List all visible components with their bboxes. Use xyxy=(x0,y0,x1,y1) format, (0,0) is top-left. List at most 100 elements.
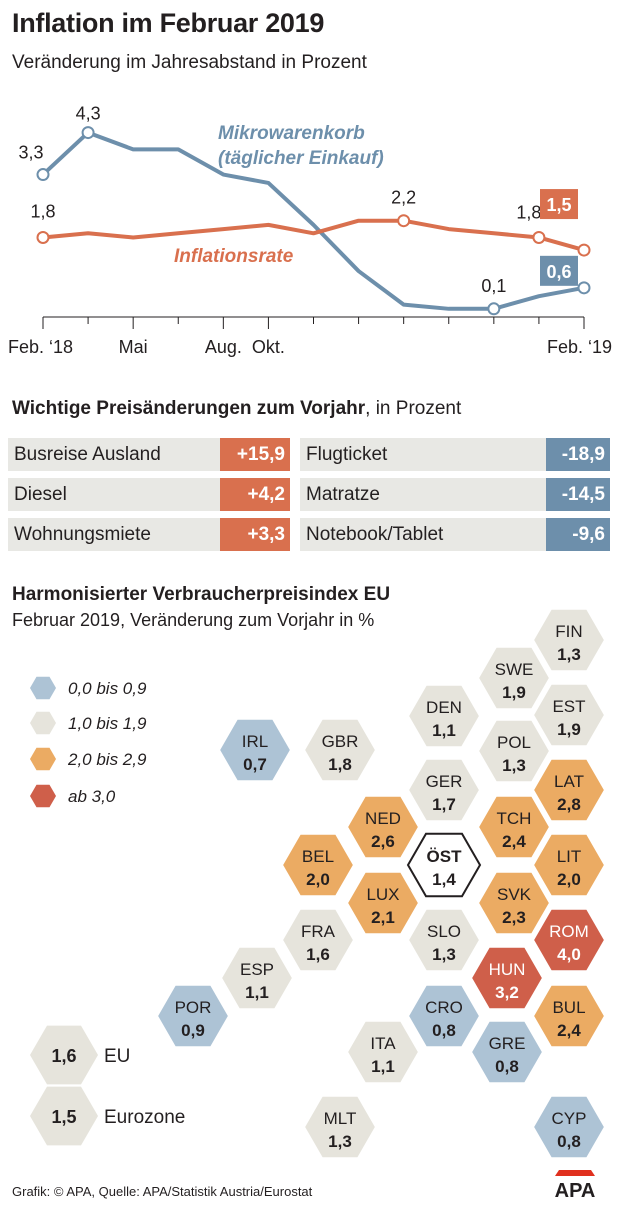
x-tick-label: Mai xyxy=(119,337,148,357)
country-value: 1,7 xyxy=(432,795,456,814)
series-line xyxy=(42,218,585,252)
country-hex xyxy=(155,983,231,1049)
country-hex xyxy=(531,757,607,823)
legend-label: 0,0 bis 0,9 xyxy=(68,679,147,698)
data-label: 1,5 xyxy=(546,195,571,215)
x-tick-label: Feb. ‘18 xyxy=(8,337,73,357)
country-value: 0,8 xyxy=(495,1057,519,1076)
data-label: 0,6 xyxy=(546,262,571,282)
country-value: 1,3 xyxy=(502,756,526,775)
country-hex xyxy=(469,945,545,1011)
country-code: MLT xyxy=(324,1109,357,1128)
country-hex xyxy=(531,1094,607,1160)
aggregate-label: EU xyxy=(104,1046,130,1067)
country-value: 1,1 xyxy=(371,1057,395,1076)
data-label: 3,3 xyxy=(18,143,43,163)
country-hex xyxy=(406,832,482,898)
country-hex xyxy=(476,718,552,784)
country-value: 2,1 xyxy=(371,908,395,927)
country-value: 1,3 xyxy=(432,945,456,964)
aggregate-hex xyxy=(30,1086,98,1146)
series-label: (täglicher Einkauf) xyxy=(218,148,384,169)
country-hex xyxy=(406,683,482,749)
country-hex xyxy=(302,717,378,783)
country-code: CYP xyxy=(552,1109,587,1128)
source-footer: Grafik: © APA, Quelle: APA/Statistik Aus… xyxy=(12,1184,313,1199)
country-value: 1,4 xyxy=(432,870,456,889)
data-label: 1,8 xyxy=(516,202,541,222)
price-value-down: -18,9 xyxy=(546,438,610,471)
country-value: 0,9 xyxy=(181,1021,205,1040)
country-value: 2,4 xyxy=(557,1021,581,1040)
eu-hex-map: FIN 1,3 SWE 1,9 EST 1,9 DEN 1,1 POL 1,3 IRL 0,7 GBR 1… xyxy=(30,607,607,1160)
data-point xyxy=(36,230,50,244)
price-label: Matratze xyxy=(300,478,546,511)
price-value-down: -14,5 xyxy=(546,478,610,511)
country-hex xyxy=(476,870,552,936)
price-row: Busreise Ausland +15,9 Flugticket -18,9 xyxy=(8,438,612,471)
country-code: GER xyxy=(426,772,463,791)
country-hex xyxy=(406,983,482,1049)
prices-title: Wichtige Preisänderungen zum Vorjahr, in… xyxy=(12,398,462,419)
data-point xyxy=(36,168,50,182)
country-value: 2,4 xyxy=(502,832,526,851)
country-hex xyxy=(280,907,356,973)
x-tick-label: Aug. xyxy=(205,337,242,357)
country-hex xyxy=(531,983,607,1049)
aggregate-label: Eurozone xyxy=(104,1107,185,1128)
series-label: Inflationsrate xyxy=(174,246,294,267)
country-hex xyxy=(531,607,607,673)
country-value: 1,8 xyxy=(328,755,352,774)
hicp-title: Harmonisierter Verbraucherpreisindex EU xyxy=(12,584,391,605)
price-row: Wohnungsmiete +3,3 Notebook/Tablet -9,6 xyxy=(8,518,612,551)
country-hex xyxy=(302,1094,378,1160)
data-label: 1,8 xyxy=(30,201,55,221)
country-code: LIT xyxy=(557,847,582,866)
data-label: 2,2 xyxy=(391,188,416,208)
country-hex xyxy=(219,945,295,1011)
page-subtitle: Veränderung im Jahresabstand in Prozent xyxy=(12,52,367,73)
country-hex xyxy=(469,1019,545,1085)
country-code: SWE xyxy=(495,660,534,679)
aggregate-value: 1,6 xyxy=(51,1046,76,1066)
price-label: Flugticket xyxy=(300,438,546,471)
country-code: ITA xyxy=(370,1034,396,1053)
price-value-down: -9,6 xyxy=(546,518,610,551)
x-tick-label: Feb. ‘19 xyxy=(547,337,612,357)
country-code: BUL xyxy=(552,998,585,1017)
price-label: Diesel xyxy=(8,478,220,511)
country-hex xyxy=(531,907,607,973)
country-code: ESP xyxy=(240,960,274,979)
country-hex xyxy=(345,794,421,860)
price-value-up: +3,3 xyxy=(220,518,290,551)
hicp-subtitle: Februar 2019, Veränderung zum Vorjahr in… xyxy=(12,610,375,630)
price-label: Busreise Ausland xyxy=(8,438,220,471)
price-label: Notebook/Tablet xyxy=(300,518,546,551)
country-value: 1,9 xyxy=(502,683,526,702)
series-label: Mikrowarenkorb xyxy=(218,123,365,144)
country-code: POL xyxy=(497,733,531,752)
country-code: NED xyxy=(365,809,401,828)
country-value: 2,0 xyxy=(557,870,581,889)
country-code: ÖST xyxy=(427,847,463,866)
country-value: 0,8 xyxy=(432,1021,456,1040)
country-hex xyxy=(476,794,552,860)
x-tick-label: Okt. xyxy=(252,337,285,357)
country-value: 1,1 xyxy=(245,983,269,1002)
legend-swatch xyxy=(30,747,56,771)
country-hex xyxy=(406,907,482,973)
price-value-up: +4,2 xyxy=(220,478,290,511)
legend-label: 2,0 bis 2,9 xyxy=(67,750,147,769)
country-code: IRL xyxy=(242,732,268,751)
country-value: 1,6 xyxy=(306,945,330,964)
data-label-box xyxy=(540,189,578,220)
price-label: Wohnungsmiete xyxy=(8,518,220,551)
country-code: SVK xyxy=(497,885,532,904)
country-code: POR xyxy=(175,998,212,1017)
country-hex xyxy=(476,645,552,711)
country-value: 1,9 xyxy=(557,720,581,739)
legend-label: 1,0 bis 1,9 xyxy=(68,714,147,733)
country-value: 2,6 xyxy=(371,832,395,851)
data-point xyxy=(81,126,95,140)
country-value: 2,0 xyxy=(306,870,330,889)
